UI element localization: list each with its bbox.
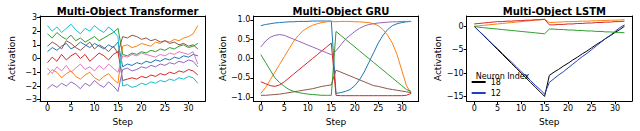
svg-text:Neuron Index: Neuron Index [476,72,530,81]
svg-text:Step: Step [326,117,347,127]
svg-text:5: 5 [495,104,500,113]
svg-text:0.5: 0.5 [238,35,251,44]
svg-text:0: 0 [472,104,477,113]
svg-text:−3: −3 [25,95,37,104]
svg-text:Multi-Object LSTM: Multi-Object LSTM [503,6,606,17]
svg-text:−1: −1 [25,68,37,77]
svg-text:Step: Step [112,117,133,127]
svg-text:Activation: Activation [218,36,228,81]
svg-text:Multi-Object Transformer: Multi-Object Transformer [57,6,199,17]
svg-text:−10: −10 [447,69,464,78]
svg-text:Multi-Object GRU: Multi-Object GRU [293,6,390,17]
svg-text:3: 3 [32,13,37,22]
svg-text:30: 30 [183,104,193,113]
svg-text:20: 20 [563,104,573,113]
svg-text:15: 15 [113,104,123,113]
svg-text:0: 0 [258,104,263,113]
svg-text:25: 25 [373,104,383,113]
svg-text:15: 15 [540,104,550,113]
svg-text:2: 2 [32,27,37,36]
svg-text:−5: −5 [452,45,464,54]
svg-text:20: 20 [136,104,146,113]
svg-text:25: 25 [587,104,597,113]
svg-text:−1.0: −1.0 [231,93,250,102]
svg-text:0: 0 [32,54,37,63]
svg-text:30: 30 [397,104,407,113]
svg-text:15: 15 [326,104,336,113]
svg-text:30: 30 [610,104,620,113]
svg-text:12: 12 [491,89,501,98]
svg-text:1.0: 1.0 [238,15,251,24]
svg-text:5: 5 [68,104,73,113]
svg-text:−15: −15 [447,92,464,101]
svg-text:10: 10 [516,104,526,113]
svg-text:1: 1 [32,40,37,49]
svg-text:25: 25 [160,104,170,113]
svg-text:18: 18 [490,77,501,87]
svg-text:−2: −2 [25,82,37,91]
svg-text:Activation: Activation [433,36,443,81]
svg-text:5: 5 [282,104,287,113]
svg-text:10: 10 [89,104,99,113]
svg-text:0: 0 [45,104,50,113]
svg-text:20: 20 [350,104,360,113]
svg-text:0: 0 [459,22,464,31]
svg-text:0.0: 0.0 [238,54,251,63]
svg-text:Activation: Activation [7,36,17,81]
svg-text:10: 10 [303,104,313,113]
svg-text:−0.5: −0.5 [231,73,250,82]
svg-text:Step: Step [539,117,560,127]
